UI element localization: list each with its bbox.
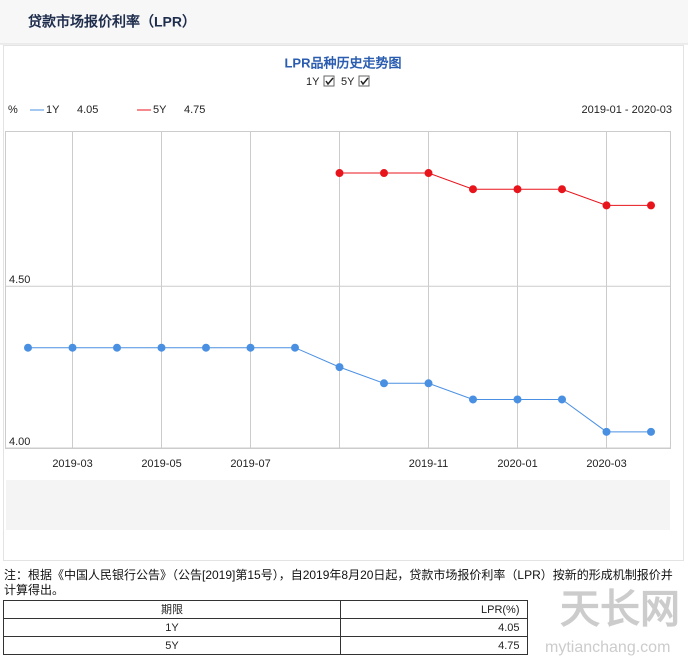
checkbox-check — [360, 77, 369, 86]
point — [602, 427, 611, 436]
point — [380, 379, 388, 388]
table-cell: 期限 — [161, 603, 183, 616]
legend-name: 5Y — [153, 104, 167, 116]
x-tick-label: 2019-03 — [52, 458, 92, 470]
x-tick-label: 2020-03 — [586, 458, 626, 470]
header-title: 贷款市场报价利率（LPR） — [28, 14, 196, 30]
y-tick-label: 4.00 — [9, 436, 30, 448]
point — [246, 343, 255, 352]
watermark-url: mytianchang.com — [545, 639, 670, 656]
table-cell: 1Y — [165, 622, 179, 634]
point — [291, 343, 299, 352]
legend-name: 1Y — [46, 104, 60, 116]
table-cell: 4.05 — [498, 622, 519, 634]
unit: % — [8, 104, 18, 116]
navigator — [6, 480, 670, 530]
point — [157, 343, 166, 352]
x-tick-label: 2019-07 — [230, 458, 270, 470]
point — [647, 201, 655, 210]
point — [424, 169, 433, 178]
point — [424, 379, 433, 388]
date-range: 2019-01 - 2020-03 — [581, 104, 672, 116]
point — [513, 185, 522, 194]
point — [68, 343, 77, 352]
point — [513, 395, 522, 404]
table-row — [3, 600, 528, 619]
point — [335, 169, 344, 178]
point — [558, 185, 566, 194]
point — [380, 169, 388, 178]
point — [24, 343, 32, 352]
checkbox-label: 1Y — [306, 76, 320, 88]
point — [558, 395, 566, 404]
table-cell: 5Y — [165, 640, 179, 652]
checkbox-check — [325, 77, 334, 86]
chart-title: LPR品种历史走势图 — [284, 55, 401, 70]
chart-frame — [3, 45, 684, 561]
table-cell: LPR(%) — [481, 604, 520, 616]
x-tick-label: 2019-05 — [141, 458, 181, 470]
note: 注：根据《中国人民银行公告》（公告[2019]第15号），自2019年8月20日… — [4, 568, 673, 597]
watermark: 天长网 — [560, 588, 680, 632]
point — [202, 343, 210, 352]
x-tick-label: 2020-01 — [497, 458, 537, 470]
point — [113, 343, 121, 352]
plot-area — [5, 131, 671, 449]
table-cell: 4.75 — [498, 640, 519, 652]
point — [469, 185, 477, 194]
series-line — [339, 172, 651, 206]
point — [469, 395, 477, 404]
checkbox-label: 5Y — [341, 76, 355, 88]
header-bar — [0, 0, 688, 44]
point — [647, 427, 655, 436]
y-tick-label: 4.50 — [9, 274, 30, 286]
table-row — [3, 636, 528, 655]
point — [602, 201, 611, 210]
point — [335, 363, 344, 372]
checkbox[interactable] — [358, 75, 370, 87]
legend-value: 4.05 — [77, 104, 98, 116]
legend-value: 4.75 — [184, 104, 205, 116]
x-tick-label: 2019-11 — [409, 458, 449, 470]
table-row — [3, 618, 528, 637]
checkbox[interactable] — [323, 75, 335, 87]
